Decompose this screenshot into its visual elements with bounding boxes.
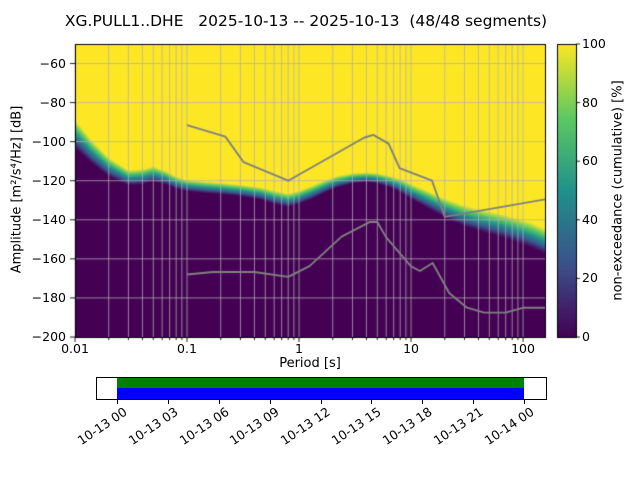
timeline-tick — [167, 400, 169, 404]
x-tick-label: 100 — [511, 341, 535, 356]
y-tick-label: −60 — [39, 55, 66, 71]
y-tick-label: −80 — [39, 94, 66, 110]
x-axis-label: Period [s] — [279, 356, 341, 371]
x-tick-label: 0.01 — [61, 341, 89, 356]
timeline-tick — [117, 400, 118, 404]
colorbar-tick-label: 100 — [582, 36, 606, 51]
y-tick-label: −200 — [31, 329, 66, 344]
colorbar-tick-label: 0 — [582, 329, 590, 344]
colorbar-tick-label: 40 — [582, 211, 598, 227]
coverage-timeline — [96, 377, 547, 400]
colorbar-tick-label: 80 — [582, 94, 598, 110]
y-tick-label: −120 — [31, 172, 66, 188]
y-tick-label: −180 — [31, 289, 66, 305]
timeline-tick — [371, 400, 373, 404]
x-tick-label: 10 — [403, 341, 419, 356]
y-tick-label: −100 — [31, 133, 66, 149]
y-tick-label: −140 — [31, 211, 66, 227]
colorbar-label: non-exceedance (cumulative) [%] — [610, 80, 626, 301]
timeline-tick — [320, 400, 322, 404]
x-tick-label: 1 — [295, 341, 303, 356]
coverage-bar-psd — [117, 378, 524, 388]
timeline-tick — [269, 400, 271, 404]
timeline-tick — [473, 400, 475, 404]
plot-title: XG.PULL1..DHE 2025-10-13 -- 2025-10-13 (… — [64, 12, 548, 30]
timeline-tick — [422, 400, 424, 404]
y-tick-label: −160 — [31, 250, 66, 266]
timeline-tick — [218, 400, 220, 404]
coverage-bar-data — [117, 388, 524, 399]
x-tick-label: 0.1 — [177, 341, 197, 356]
colorbar-tick-label: 20 — [582, 270, 598, 286]
timeline-tick — [524, 400, 525, 404]
colorbar-tick-label: 60 — [582, 153, 598, 169]
